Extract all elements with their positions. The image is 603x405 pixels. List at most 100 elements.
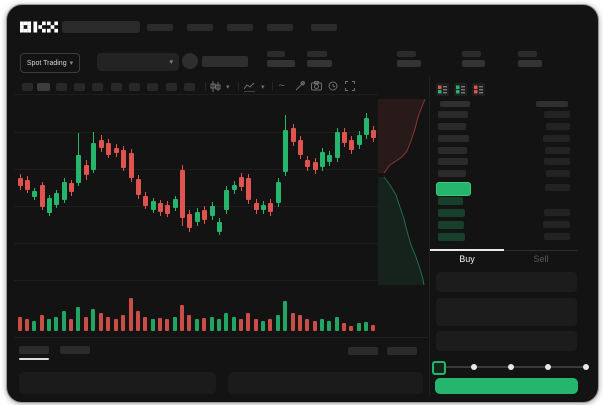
nav-item[interactable] (227, 24, 253, 31)
candle-body (151, 201, 156, 210)
volume-bar (106, 317, 110, 331)
gridline (14, 280, 378, 281)
tab-sell[interactable]: Sell (533, 254, 549, 264)
volume-bar (47, 319, 51, 331)
volume-bar (143, 317, 147, 331)
orderbook-mode-icon[interactable] (436, 83, 449, 96)
pair-dropdown[interactable]: ▾ (97, 53, 179, 71)
slider-step-dot[interactable] (583, 364, 589, 370)
candle-body (224, 190, 229, 210)
ask-size-placeholder (546, 170, 570, 177)
stat-label-placeholder (462, 51, 481, 57)
last-price-badge[interactable] (436, 182, 471, 196)
bottom-tab[interactable] (60, 346, 90, 354)
volume-bar (313, 321, 317, 331)
volume-bar (268, 319, 272, 331)
timeframe-button[interactable] (92, 83, 103, 91)
line-tool-icon[interactable]: ∼ (278, 80, 286, 90)
slider-step-dot[interactable] (545, 364, 551, 370)
market-selector-button[interactable]: Spot Trading ▾ (20, 53, 80, 73)
chevron-down-icon[interactable]: ▾ (226, 84, 230, 91)
chevron-down-icon: ▾ (169, 59, 173, 66)
ask-price-placeholder (438, 170, 466, 177)
volume-bar (40, 315, 44, 331)
app-window: Spot Trading ▾ ▾ ▾ ▾ ∼ (6, 4, 599, 403)
orderbook-mode-icon[interactable] (454, 83, 467, 96)
draw-tool-icon[interactable] (295, 81, 305, 91)
stat-value-placeholder (518, 60, 542, 67)
chart-bottom-divider (14, 337, 428, 338)
candle-body (371, 130, 376, 138)
timeframe-button[interactable] (129, 83, 140, 91)
buy-button[interactable] (435, 378, 578, 394)
panel-divider (429, 76, 430, 397)
candle-body (180, 170, 185, 218)
candle-body (25, 180, 30, 190)
volume-bar (69, 319, 73, 331)
candle-body (173, 199, 178, 208)
volume-bar (136, 311, 140, 331)
candle-type-icon[interactable] (210, 81, 221, 92)
candle-body (313, 162, 318, 170)
bottom-panel (228, 372, 423, 394)
amount-slider-handle[interactable] (432, 361, 446, 375)
volume-bar (298, 315, 302, 331)
nav-item[interactable] (267, 24, 293, 31)
candle-body (254, 203, 259, 210)
timeframe-button[interactable] (147, 83, 158, 91)
candle-body (18, 178, 23, 186)
timeframe-button[interactable] (74, 83, 85, 91)
bottom-action-button[interactable] (387, 347, 417, 355)
gridline (14, 169, 378, 170)
tab-buy[interactable]: Buy (459, 254, 475, 264)
ask-size-placeholder (545, 147, 570, 154)
timeframe-button[interactable] (56, 83, 67, 91)
volume-bar (32, 321, 36, 331)
gridline (14, 243, 378, 244)
candle-body (187, 214, 192, 228)
bid-price-placeholder (438, 221, 464, 229)
buy-tab-indicator (430, 249, 504, 251)
okx-logo (20, 21, 58, 33)
volume-bar (202, 318, 206, 331)
timeframe-button[interactable] (37, 83, 50, 91)
slider-step-dot[interactable] (471, 364, 477, 370)
candle-body (261, 205, 266, 210)
nav-item[interactable] (311, 24, 337, 31)
ask-size-placeholder (544, 158, 570, 165)
order-input-field[interactable] (436, 331, 577, 351)
camera-icon[interactable] (311, 81, 322, 91)
indicator-icon[interactable] (244, 81, 255, 92)
chevron-down-icon[interactable]: ▾ (261, 84, 265, 91)
candle-body (106, 143, 111, 155)
volume-bar (91, 309, 95, 331)
candle-body (47, 198, 52, 213)
slider-step-dot[interactable] (508, 364, 514, 370)
volume-bar (187, 315, 191, 331)
bottom-action-button[interactable] (348, 347, 378, 355)
search-input[interactable] (62, 21, 140, 33)
gridline (14, 132, 378, 133)
candle-body (349, 140, 354, 150)
orderbook-mode-icon[interactable] (472, 83, 485, 96)
gridline (14, 206, 378, 207)
price-size-placeholder (545, 184, 570, 191)
timeframe-button[interactable] (111, 83, 122, 91)
nav-item[interactable] (147, 24, 173, 31)
order-input-field[interactable] (436, 298, 577, 326)
fullscreen-icon[interactable] (345, 81, 355, 91)
candle-body (54, 193, 59, 205)
tab-divider (430, 250, 578, 251)
bottom-tab[interactable] (19, 346, 49, 354)
volume-bar (261, 321, 265, 331)
volume-bar (320, 319, 324, 331)
timeframe-button[interactable] (184, 83, 195, 91)
candle-body (202, 210, 207, 220)
candle-body (283, 130, 288, 172)
nav-item[interactable] (187, 24, 213, 31)
history-icon[interactable] (328, 81, 338, 91)
order-input-field[interactable] (436, 272, 577, 292)
timeframe-button[interactable] (22, 83, 33, 91)
timeframe-button[interactable] (166, 83, 177, 91)
candle-body (276, 182, 281, 203)
